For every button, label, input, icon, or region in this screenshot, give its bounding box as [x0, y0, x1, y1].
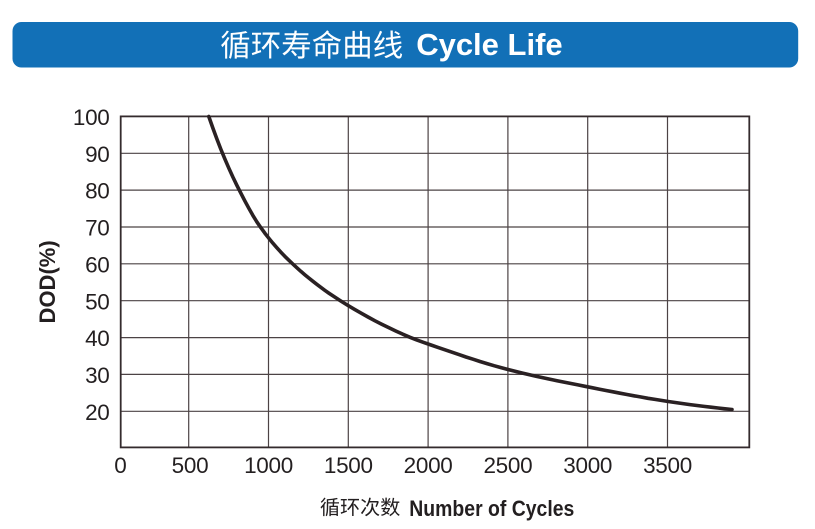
svg-text:0: 0 — [114, 453, 126, 478]
svg-text:Cycle Life: Cycle Life — [416, 27, 562, 62]
svg-text:60: 60 — [85, 252, 109, 277]
svg-text:100: 100 — [73, 105, 110, 130]
svg-text:80: 80 — [85, 179, 109, 204]
svg-text:1500: 1500 — [324, 453, 373, 478]
svg-text:1000: 1000 — [244, 453, 293, 478]
svg-text:40: 40 — [85, 326, 109, 351]
svg-text:3500: 3500 — [643, 453, 692, 478]
svg-text:DOD(%): DOD(%) — [35, 240, 60, 323]
svg-text:2500: 2500 — [483, 453, 532, 478]
svg-text:3000: 3000 — [563, 453, 612, 478]
svg-text:90: 90 — [85, 142, 109, 167]
svg-text:70: 70 — [85, 216, 109, 241]
svg-text:30: 30 — [85, 363, 109, 388]
svg-text:20: 20 — [85, 400, 109, 425]
svg-text:2000: 2000 — [404, 453, 453, 478]
svg-text:Number of Cycles: Number of Cycles — [409, 496, 574, 521]
svg-text:500: 500 — [172, 453, 209, 478]
svg-text:50: 50 — [85, 289, 109, 314]
